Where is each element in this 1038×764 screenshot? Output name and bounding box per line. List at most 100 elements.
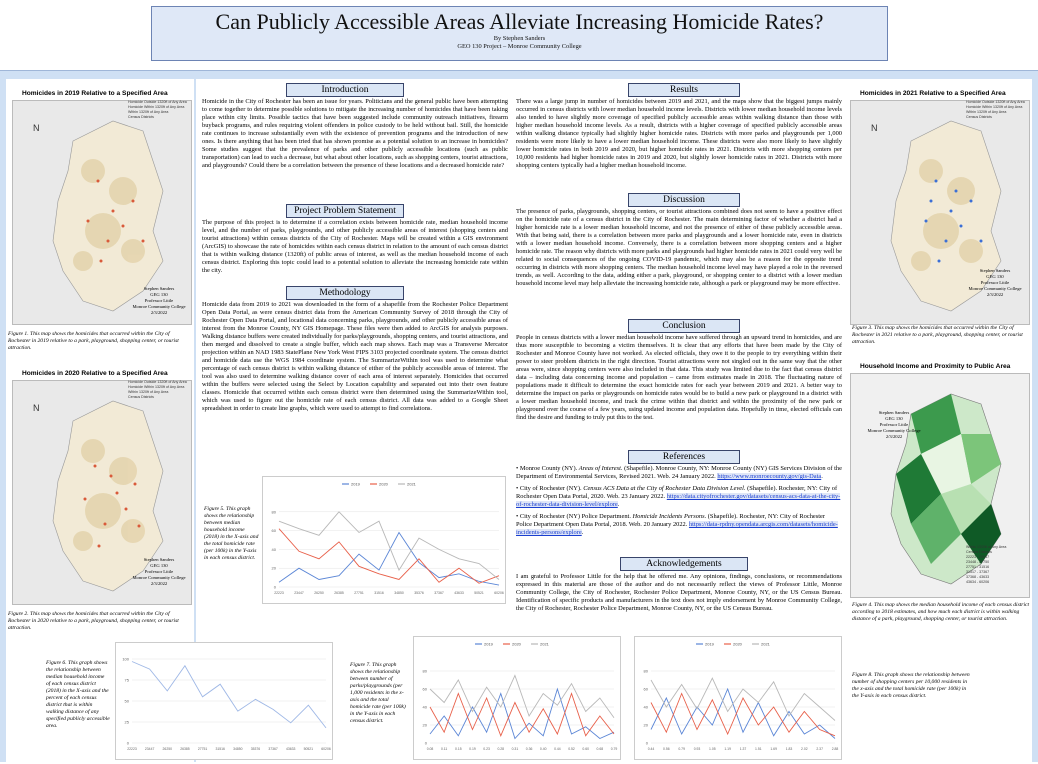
y-tick-label: 25	[125, 720, 130, 725]
map-2020-title: Homicides in 2020 Relative to a Specifie…	[22, 370, 168, 377]
map-income-title: Household Income and Proximity to Public…	[860, 363, 1011, 370]
x-tick-label: 35376	[251, 747, 261, 751]
x-tick-label: 1.37	[740, 747, 747, 751]
introduction-heading: Introduction	[286, 83, 404, 97]
y-tick-label: 80	[272, 509, 277, 514]
y-tick-label: 20	[423, 723, 428, 728]
results-body: There was a large jump in number of homi…	[516, 98, 842, 169]
references-list: • Monroe County (NY). Areas of Interest.…	[516, 465, 842, 541]
problem-body: The purpose of this project is to determ…	[202, 219, 508, 274]
x-tick-label: 0.68	[597, 747, 604, 751]
x-tick-label: 0.52	[568, 747, 575, 751]
map-2020: N	[12, 380, 192, 605]
methodology-body: Homicide data from 2019 to 2021 was down…	[202, 301, 508, 412]
x-tick-label: 35376	[414, 591, 424, 595]
y-tick-label: 40	[644, 705, 649, 710]
figure-6-caption: Figure 6. This graph shows the relations…	[46, 660, 110, 729]
map-2021-graphic: N	[871, 120, 1002, 312]
y-tick-label: 20	[644, 723, 649, 728]
x-tick-label: 0.23	[483, 747, 490, 751]
y-tick-label: 100	[122, 657, 129, 662]
legend-label: 2020	[379, 482, 389, 487]
x-tick-label: 34850	[394, 591, 404, 595]
map-2021-legend: Homicide Outside 1320ft of Any Area Homic…	[966, 100, 1025, 119]
series-line	[131, 661, 327, 729]
reference-link[interactable]: https://www.monroecounty.gov/gis-Data	[717, 473, 822, 480]
introduction-body: Homicide in the City of Rochester has be…	[202, 98, 508, 169]
chart-fig7-svg: 0 20 40 60 80 0.08 0.11 0.15 0.19 0.23 0.28 0.31 0.3…	[423, 642, 618, 752]
poster-title-box: Can Publicly Accessible Areas Alleviate …	[151, 6, 888, 61]
y-tick-label: 60	[644, 687, 649, 692]
y-tick-label: 60	[423, 687, 428, 692]
y-tick-label: 0	[274, 585, 277, 590]
x-tick-label: 31516	[215, 747, 225, 751]
series-line	[429, 674, 615, 719]
x-tick-label: 50521	[474, 591, 484, 595]
x-tick-label: 26385	[334, 591, 344, 595]
map-2019-title: Homicides in 2019 Relative to a Specifie…	[22, 90, 168, 97]
poster-course: GEO 130 Project – Monroe Community Colle…	[457, 43, 582, 50]
legend-label: 2021	[407, 482, 417, 487]
x-tick-label: 26385	[180, 747, 190, 751]
legend-label: 2019	[351, 482, 361, 487]
x-tick-label: 1.83	[786, 747, 793, 751]
reference-item: • City of Rochester (NY) Police Departme…	[516, 513, 838, 536]
x-tick-label: 23447	[145, 747, 155, 751]
figure-8-caption: Figure 8. This graph shows the relations…	[852, 672, 970, 699]
map-income-graphic	[890, 393, 1002, 585]
x-tick-label: 26250	[163, 747, 173, 751]
y-tick-label: 0	[425, 741, 428, 746]
x-tick-label: 0.11	[441, 747, 447, 751]
y-tick-label: 50	[125, 699, 130, 704]
figure-1-caption: Figure 1. This map shows the homicides t…	[8, 331, 179, 351]
acknowledgements-heading: Acknowledgements	[620, 557, 748, 571]
y-tick-label: 0	[646, 741, 649, 746]
x-tick-label: 0.31	[512, 747, 519, 751]
x-tick-label: 31516	[374, 591, 384, 595]
x-tick-label: 1.51	[755, 747, 762, 751]
y-tick-label: 40	[423, 705, 428, 710]
x-tick-label: 0.93	[694, 747, 701, 751]
poster-author: By Stephen Sanders	[493, 35, 546, 42]
series-line	[278, 528, 500, 584]
figure-7-caption: Figure 7. This graph shows the relations…	[350, 662, 406, 724]
chart-fig5: 0 20 40 60 80 22223 23447 26250 26385 27751 31516 3…	[262, 476, 506, 604]
x-tick-label: 34850	[233, 747, 243, 751]
x-tick-label: 60206	[321, 747, 331, 751]
acknowledgements-body: I am grateful to Professor Little for th…	[516, 573, 842, 612]
x-tick-label: 2.88	[832, 747, 839, 751]
poster-title: Can Publicly Accessible Areas Alleviate …	[215, 9, 824, 34]
map-2019-legend: Homicide Outside 1320ft of Any Area Homi…	[128, 100, 187, 119]
problem-heading: Project Problem Statement	[286, 204, 404, 218]
x-tick-label: 0.28	[497, 747, 504, 751]
x-tick-label: 43633	[286, 747, 296, 751]
x-tick-label: 0.40	[540, 747, 547, 751]
x-tick-label: 50521	[304, 747, 314, 751]
discussion-body: The presence of parks, playgrounds, shop…	[516, 208, 842, 287]
x-tick-label: 27751	[198, 747, 208, 751]
x-tick-label: 23447	[294, 591, 304, 595]
legend-label: 2021	[540, 642, 550, 647]
chart-fig6: 0 25 50 75 100 22223 23447 26250 26385 27751 31516…	[115, 642, 333, 760]
y-tick-label: 0	[127, 741, 130, 746]
legend-label: 2020	[733, 642, 743, 647]
chart-fig8: 0 20 40 60 80 0.44 0.56 0.79 0.93 1.05 1.19 1.37 1.5…	[634, 636, 842, 760]
x-tick-label: 27751	[354, 591, 364, 595]
map-2019-credit: Stephen Sanders GEG 130 Professor Little Mo…	[132, 286, 186, 315]
series-line	[278, 511, 500, 580]
conclusion-heading: Conclusion	[628, 319, 740, 333]
legend-label: 2019	[705, 642, 715, 647]
map-2020-credit: Stephen Sanders GEG 130 Professor Little Mo…	[132, 557, 186, 586]
x-tick-label: 0.15	[455, 747, 462, 751]
y-tick-label: 80	[644, 669, 649, 674]
x-tick-label: 0.44	[648, 747, 655, 751]
x-tick-label: 0.79	[611, 747, 618, 751]
map-2019: N	[12, 100, 192, 325]
x-tick-label: 1.19	[724, 747, 731, 751]
x-tick-label: 0.79	[678, 747, 685, 751]
results-heading: Results	[628, 83, 740, 97]
x-tick-label: 0.60	[582, 747, 589, 751]
chart-fig5-svg: 0 20 40 60 80 22223 23447 26250 26385 27751 31516 3…	[272, 482, 504, 596]
map-income	[850, 373, 1030, 598]
series-line	[650, 687, 836, 739]
